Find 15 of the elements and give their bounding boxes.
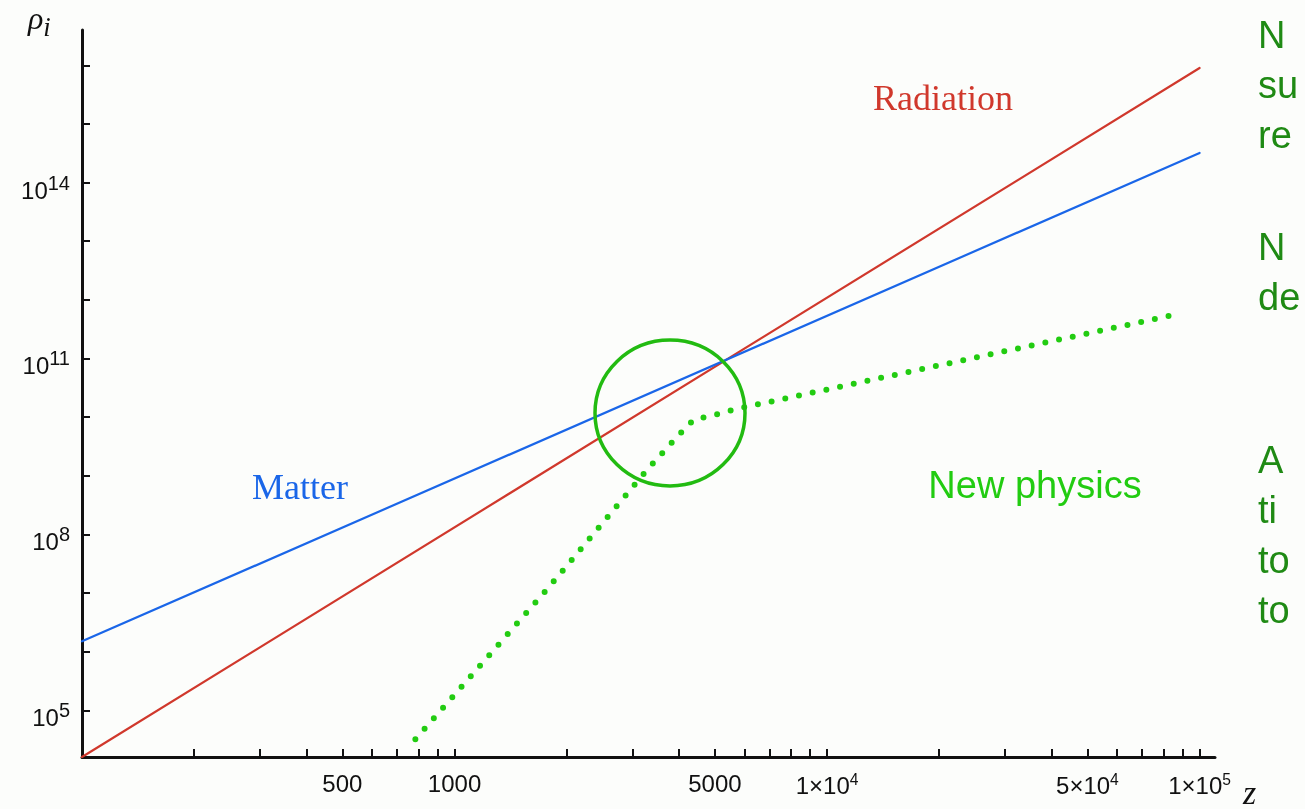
text: N de <box>1258 225 1301 320</box>
text: N su re <box>1258 13 1299 158</box>
y-tick-label: 10$^{8}$ <box>32 522 70 558</box>
x-tick-label: 1000 <box>427 769 482 797</box>
series-label: Radiation <box>873 78 1013 118</box>
y-tick-label: 10$^{11}$ <box>22 346 70 382</box>
x-axis-title: z <box>1242 773 1257 809</box>
y-tick-label: 10$^{14}$ <box>21 170 70 206</box>
x-tick-label: 500 <box>322 769 363 797</box>
y-axis-title: ρ$_{i}$ <box>28 0 51 45</box>
series-label: Matter <box>252 467 348 507</box>
x-tick-label: 5000 <box>688 769 742 797</box>
y-tick-label: 10$^{5}$ <box>32 698 70 734</box>
text: New physics <box>928 464 1142 506</box>
text: A ti to to <box>1258 438 1290 633</box>
